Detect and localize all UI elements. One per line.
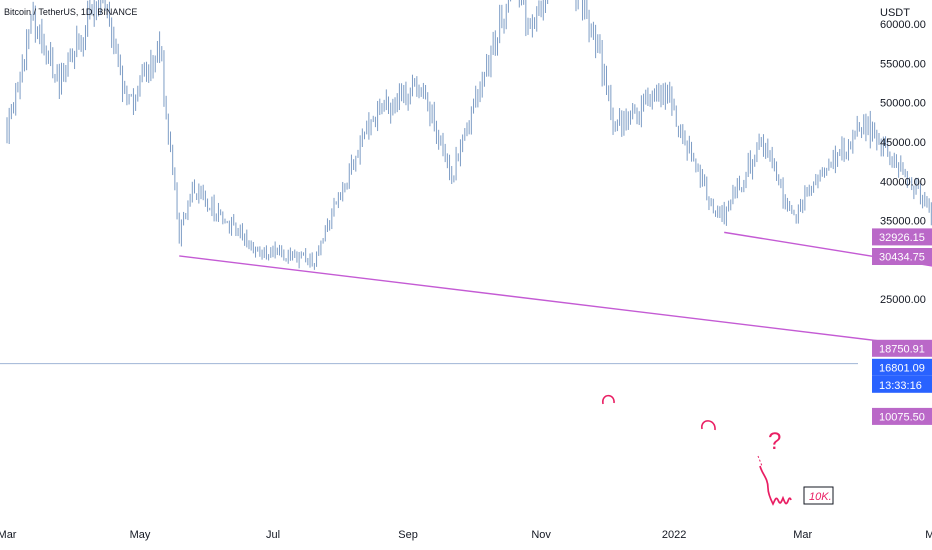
price-badges: 32926.15 30434.75 18750.91 16801.09 13:33:16… — [872, 228, 932, 425]
countdown-badge — [872, 375, 932, 393]
y-tick-label: 60000.00 — [880, 19, 926, 31]
candles-layer — [6, 0, 932, 270]
y-tick-label: 50000.00 — [880, 98, 926, 110]
annotation-drawings — [602, 394, 792, 506]
x-tick-label: Jul — [266, 529, 280, 541]
chart-title: Bitcoin / TetherUS, 1D, BINANCE — [4, 7, 137, 17]
y-axis-unit: USDT — [880, 7, 910, 19]
trendline-2[interactable] — [724, 231, 932, 352]
x-tick-label: 2022 — [662, 529, 686, 541]
x-tick-label: Mar — [793, 529, 812, 541]
x-tick-label: May — [130, 529, 151, 541]
question-mark-annotation: ? — [768, 428, 781, 455]
x-tick-label: Sep — [398, 529, 418, 541]
target-note: 10K. — [809, 491, 832, 503]
projection-scribble — [759, 465, 792, 506]
y-tick-label: 25000.00 — [880, 294, 926, 306]
y-tick-label: 55000.00 — [880, 58, 926, 70]
y-tick-label: 35000.00 — [880, 216, 926, 228]
price-badge — [872, 358, 932, 376]
price-badge — [872, 339, 932, 357]
x-tick-label: Nov — [531, 529, 551, 541]
price-badge — [872, 248, 932, 265]
y-tick-label: 40000.00 — [880, 176, 926, 188]
price-badge-label: 32926.15 — [879, 232, 925, 244]
top-arc-2 — [701, 420, 716, 431]
target-note-box — [803, 486, 834, 505]
x-axis[interactable]: MarMayJulSepNov2022MarMayJulSepNov2023Ma… — [0, 529, 932, 541]
dashed-drop-line — [757, 455, 763, 467]
x-tick-label: May — [925, 529, 932, 541]
x-tick-label: Mar — [0, 529, 17, 541]
price-badge-label: 30434.75 — [879, 252, 925, 264]
price-badge-label: 18750.91 — [879, 343, 925, 355]
price-badge-label: 10075.50 — [879, 411, 925, 423]
y-axis[interactable]: 25000.00 35000.00 40000.00 45000.00 50000.00… — [880, 0, 926, 306]
price-badge — [872, 407, 932, 425]
countdown-label: 13:33:16 — [879, 380, 922, 392]
top-arc-1 — [602, 394, 615, 405]
price-badge — [872, 228, 932, 246]
y-tick-label: 45000.00 — [880, 137, 926, 149]
price-badge-label: 16801.09 — [879, 362, 925, 374]
